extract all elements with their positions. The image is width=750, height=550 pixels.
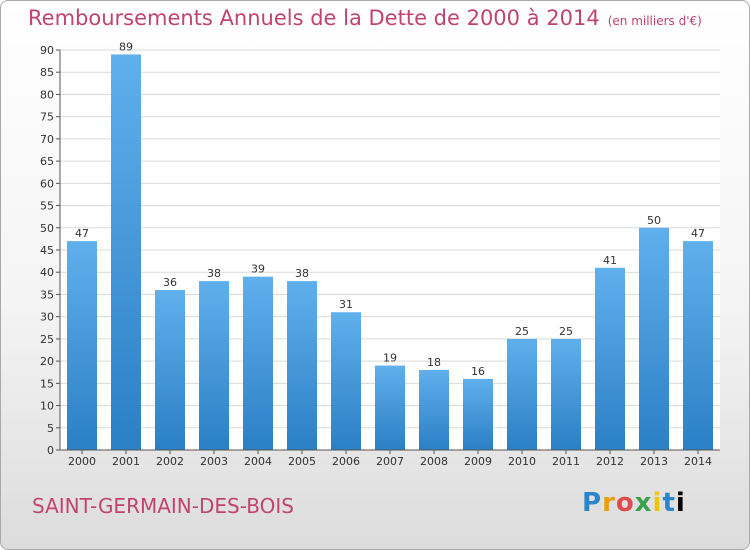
y-tick-label: 50 [40,222,54,235]
y-tick-label: 90 [40,44,54,57]
x-tick-label: 2011 [552,455,580,468]
data-label: 38 [295,267,309,280]
bar [639,227,669,450]
bar [155,290,185,450]
chart-unit: (en milliers d'€) [607,14,702,28]
y-tick-label: 40 [40,266,54,279]
data-label: 39 [251,263,265,276]
y-tick-label: 70 [40,133,54,146]
chart-title-text: Remboursements Annuels de la Dette de 20… [28,6,600,30]
data-label: 25 [515,325,529,338]
bar [595,267,625,450]
logo-letter: i [652,488,663,518]
y-tick-label: 30 [40,311,54,324]
x-tick-label: 2014 [684,455,712,468]
data-label: 89 [119,40,133,53]
data-label: 47 [691,227,705,240]
data-label: 19 [383,352,397,365]
y-tick-label: 15 [40,377,54,390]
data-label: 41 [603,254,617,267]
bar [199,281,229,450]
x-tick-label: 2003 [200,455,228,468]
logo-letter: x [634,488,653,518]
data-label: 18 [427,356,441,369]
x-tick-label: 2000 [68,455,96,468]
data-label: 50 [647,214,661,227]
y-tick-label: 45 [40,244,54,257]
y-tick-label: 55 [40,200,54,213]
bar [331,312,361,450]
bar [507,338,537,450]
y-tick-label: 60 [40,177,54,190]
logo-letter: P [582,488,603,518]
logo-letter: i [675,488,686,518]
bar [463,378,493,450]
bar [287,281,317,450]
x-tick-label: 2004 [244,455,272,468]
chart-title: Remboursements Annuels de la Dette de 20… [28,6,702,30]
data-label: 47 [75,227,89,240]
y-tick-label: 20 [40,355,54,368]
x-tick-label: 2001 [112,455,140,468]
proxiti-logo: Proxiti [582,488,686,518]
y-tick-label: 25 [40,333,54,346]
y-tick-label: 5 [47,422,54,435]
bar [419,370,449,450]
bar [683,241,713,450]
x-tick-label: 2010 [508,455,536,468]
x-tick-label: 2009 [464,455,492,468]
y-tick-label: 65 [40,155,54,168]
data-label: 31 [339,298,353,311]
bar [67,241,97,450]
x-tick-label: 2008 [420,455,448,468]
data-label: 36 [163,276,177,289]
bar [551,338,581,450]
bar [243,276,273,450]
x-tick-label: 2006 [332,455,360,468]
x-tick-label: 2007 [376,455,404,468]
commune-name: SAINT-GERMAIN-DES-BOIS [32,494,294,518]
bar [111,54,141,450]
y-tick-label: 10 [40,400,54,413]
data-label: 38 [207,267,221,280]
y-tick-label: 0 [47,444,54,457]
x-tick-label: 2012 [596,455,624,468]
y-tick-label: 80 [40,88,54,101]
logo-letter: o [615,488,635,518]
bar [375,365,405,450]
data-label: 16 [471,365,485,378]
y-tick-label: 85 [40,66,54,79]
y-tick-label: 75 [40,111,54,124]
x-tick-label: 2002 [156,455,184,468]
data-label: 25 [559,325,573,338]
y-tick-label: 35 [40,288,54,301]
x-tick-label: 2013 [640,455,668,468]
logo-letter: r [602,488,616,518]
x-tick-label: 2005 [288,455,316,468]
logo-letter: t [662,488,676,518]
